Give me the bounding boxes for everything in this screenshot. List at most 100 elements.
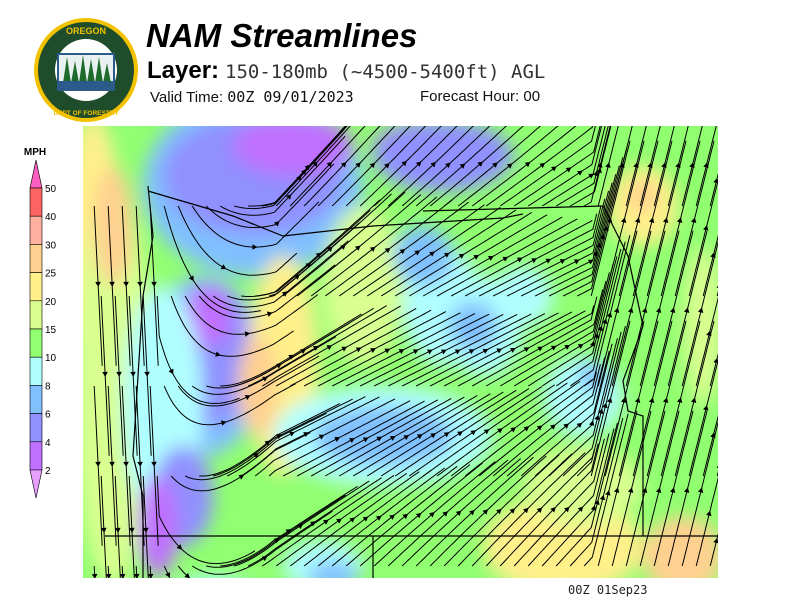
streamline-arrow (426, 349, 433, 355)
streamline-arrow (620, 217, 627, 224)
streamline-arrow (285, 529, 292, 535)
streamline-arrow (334, 436, 341, 443)
streamline-arrow (516, 257, 523, 263)
streamline-arrow (576, 422, 583, 429)
streamline-arrow (606, 397, 613, 404)
streamline-arrow (215, 351, 221, 357)
colorbar-under-triangle (29, 469, 43, 499)
colorbar-over-triangle (29, 159, 43, 189)
streamline-arrow (415, 161, 422, 167)
streamline-arrow (510, 347, 516, 353)
streamline-arrow (706, 510, 712, 517)
streamline-arrow (144, 371, 150, 377)
streamline-arrow (648, 397, 655, 404)
streamline-arrow (710, 252, 716, 258)
streamline-arrow (551, 166, 557, 172)
streamline-arrow (662, 217, 669, 224)
streamline-arrow (375, 515, 382, 521)
streamline-arrow (577, 170, 583, 176)
streamline-arrow (563, 423, 569, 429)
streamline-arrow (327, 246, 333, 253)
streamline-arrow (602, 318, 608, 325)
streamline-arrow (496, 508, 502, 515)
streamline-arrow (710, 432, 716, 438)
streamline-arrow (620, 397, 627, 404)
streamline-arrow (310, 521, 316, 527)
forecast-hour-label: Forecast Hour: (420, 88, 520, 105)
colorbar-swatch (29, 356, 43, 386)
streamline-arrow (457, 431, 463, 437)
streamline-arrow (539, 162, 546, 169)
svg-text:DEPT OF FORESTRY: DEPT OF FORESTRY (53, 110, 119, 117)
streamline-arrow (606, 311, 613, 318)
streamline-arrow (577, 506, 584, 513)
streamline-arrow (589, 340, 596, 347)
streamline-arrow (590, 505, 597, 511)
streamline-arrow (389, 435, 396, 441)
streamline-arrow (716, 285, 718, 288)
idaho-north-border (422, 205, 604, 212)
streamline-arrow (165, 572, 171, 578)
streamline-arrow (389, 514, 395, 520)
streamline-arrow (634, 217, 641, 224)
streamline-arrow (690, 397, 697, 404)
streamline-arrow (252, 244, 258, 250)
streamline-arrow (318, 434, 325, 440)
streamline-arrow (109, 461, 115, 467)
streamline-arrow (444, 252, 450, 258)
streamline-arrow (252, 453, 259, 459)
streamline-arrow (130, 371, 136, 377)
streamline-arrow (669, 307, 676, 314)
forecast-hour-value: 00 (523, 88, 541, 105)
streamline-arrow (458, 253, 465, 259)
streamline-arrow (509, 508, 516, 514)
colorbar-swatch (29, 272, 43, 302)
streamline-arrow (91, 573, 98, 578)
streamline-arrow (384, 163, 390, 169)
streamline-arrow (176, 544, 183, 550)
state-borders (105, 185, 718, 578)
streamline-arrow (403, 435, 410, 441)
wind-speed-area (643, 516, 718, 578)
streamline-arrow (593, 170, 599, 177)
streamline-arrow (496, 348, 503, 354)
streamline-arrow (564, 344, 571, 350)
colorbar-tick-label: 50 (45, 184, 57, 195)
streamline-arrow (340, 161, 347, 168)
streamline-arrow (116, 371, 122, 377)
svg-text:OREGON: OREGON (66, 26, 106, 36)
streamline-arrow (492, 162, 498, 168)
colorbar-swatch (29, 385, 43, 414)
streamline-arrow (355, 162, 361, 168)
colorbar-tick-label: 10 (45, 353, 57, 364)
wind-speed-area (138, 476, 178, 576)
streamline-arrow (188, 275, 194, 282)
streamline-arrow (445, 162, 451, 169)
streamline-arrow (469, 509, 475, 516)
streamline-arrow (599, 494, 606, 501)
wind-speed-area (195, 576, 231, 578)
streamline-arrow (594, 414, 600, 421)
streamline-arrow (487, 255, 494, 261)
streamline-arrow (376, 436, 383, 442)
streamline-arrow (362, 437, 369, 443)
streamline-arrow (536, 507, 543, 513)
streamline-arrow (588, 173, 594, 179)
streamline-arrow (151, 461, 157, 467)
streamline-arrow (510, 427, 516, 433)
streamline-arrow (151, 281, 157, 287)
streamline-arrow (627, 487, 634, 494)
streamline-arrow (594, 499, 600, 506)
streamline-arrow (430, 161, 437, 168)
streamline-arrow (123, 461, 129, 467)
streamline-arrow (662, 397, 669, 404)
streamline-arrow (589, 420, 595, 426)
streamline-arrow (168, 368, 174, 375)
streamline-arrow (482, 348, 489, 354)
wind-speed-area (308, 561, 358, 578)
streamline-arrow (220, 420, 227, 426)
streamline-arrow (648, 217, 655, 224)
streamline-arrow (323, 519, 329, 525)
streamline-arrow (370, 348, 376, 353)
streamline-map (83, 126, 718, 578)
